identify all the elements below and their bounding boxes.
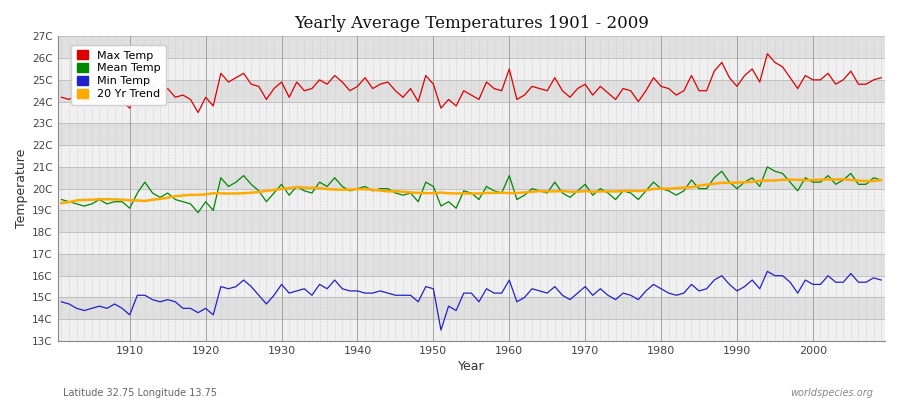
Bar [58,167,885,189]
Bar [58,210,885,232]
Text: worldspecies.org: worldspecies.org [790,388,873,398]
Bar [58,232,885,254]
Bar [58,58,885,80]
Bar [58,36,885,58]
Bar [58,319,885,341]
Bar [58,276,885,298]
Bar [58,189,885,210]
Title: Yearly Average Temperatures 1901 - 2009: Yearly Average Temperatures 1901 - 2009 [294,15,649,32]
Legend: Max Temp, Mean Temp, Min Temp, 20 Yr Trend: Max Temp, Mean Temp, Min Temp, 20 Yr Tre… [71,45,166,105]
Bar [58,254,885,276]
Bar [58,145,885,167]
Bar [58,298,885,319]
Bar [58,80,885,102]
X-axis label: Year: Year [458,360,484,373]
Bar [58,123,885,145]
Y-axis label: Temperature: Temperature [15,149,28,228]
Bar [58,102,885,123]
Text: Latitude 32.75 Longitude 13.75: Latitude 32.75 Longitude 13.75 [63,388,217,398]
